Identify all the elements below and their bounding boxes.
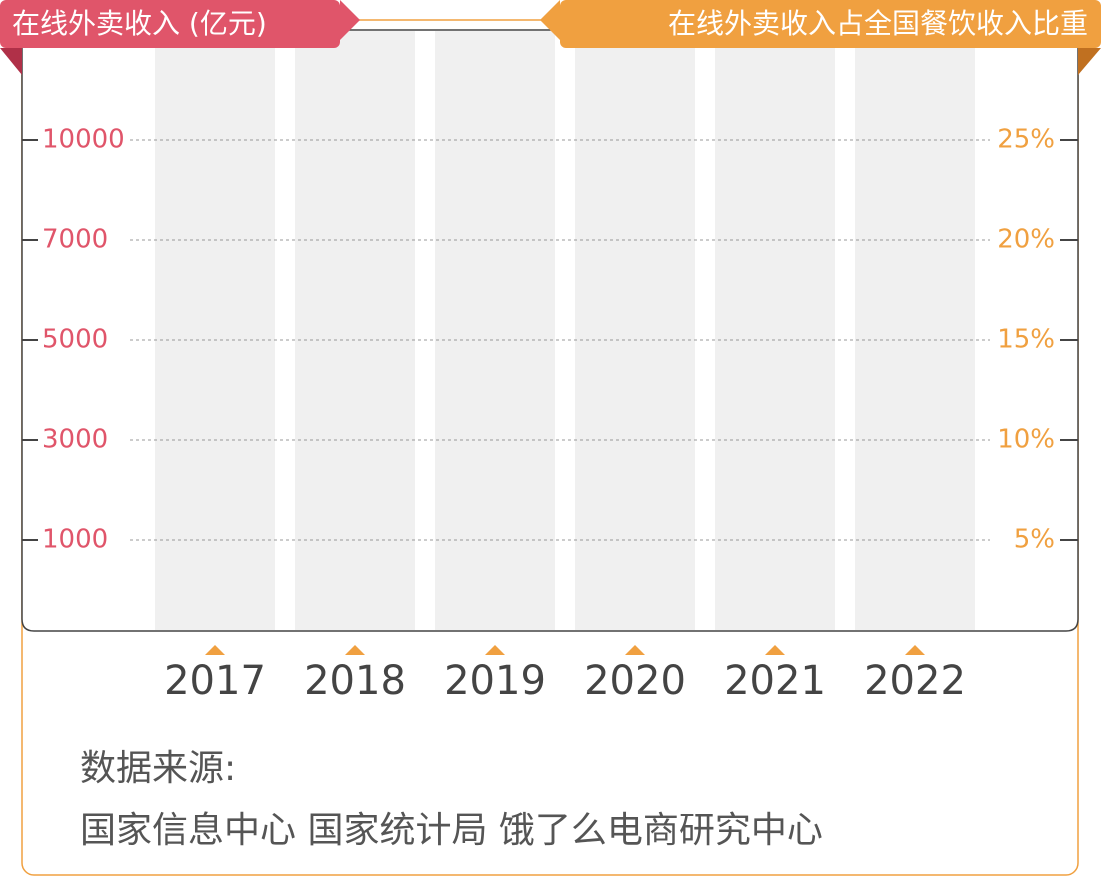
y2-tick-label: 5% bbox=[1014, 525, 1055, 555]
tag-tip bbox=[540, 0, 560, 40]
x-tick-label: 2019 bbox=[444, 658, 546, 704]
y-label-tag bbox=[0, 0, 340, 48]
y-tick-label: 1000 bbox=[42, 525, 108, 555]
x-tick-marker bbox=[905, 645, 925, 655]
y-tick-label: 3000 bbox=[42, 425, 108, 455]
x-tick-marker bbox=[625, 645, 645, 655]
y2-tick-label: 15% bbox=[997, 325, 1055, 355]
x-tick-marker bbox=[205, 645, 225, 655]
y-tick-label: 10000 bbox=[42, 125, 125, 155]
x-tick-label: 2021 bbox=[724, 658, 826, 704]
x-tick-marker bbox=[765, 645, 785, 655]
x-tick-marker bbox=[345, 645, 365, 655]
y2-tick-label: 20% bbox=[997, 225, 1055, 255]
source: 国家信息中心 国家统计局 饿了么电商研究中心 bbox=[80, 810, 823, 851]
column-band bbox=[155, 31, 275, 630]
y2-tick-label: 25% bbox=[997, 125, 1055, 155]
column-band bbox=[855, 31, 975, 630]
x-tick-label: 2022 bbox=[864, 658, 966, 704]
tag-fold bbox=[1078, 48, 1101, 75]
column-band bbox=[435, 31, 555, 630]
tag-tip bbox=[340, 0, 360, 40]
tag-fold bbox=[0, 48, 22, 75]
y2-tick-label: 10% bbox=[997, 425, 1055, 455]
y2-label-tag bbox=[560, 0, 1101, 48]
y-axis-title: 在线外卖收入 (亿元) bbox=[12, 7, 267, 40]
x-tick-label: 2017 bbox=[164, 658, 266, 704]
x-tick-label: 2020 bbox=[584, 658, 686, 704]
y-tick-label: 7000 bbox=[42, 225, 108, 255]
x-tick-label: 2018 bbox=[304, 658, 406, 704]
x-tick-marker bbox=[485, 645, 505, 655]
column-band bbox=[295, 31, 415, 630]
y-tick-label: 5000 bbox=[42, 325, 108, 355]
column-band bbox=[715, 31, 835, 630]
source-label: 数据来源: bbox=[80, 748, 236, 789]
y2-axis-title: 在线外卖收入占全国餐饮收入比重 bbox=[668, 7, 1088, 40]
column-band bbox=[575, 31, 695, 630]
